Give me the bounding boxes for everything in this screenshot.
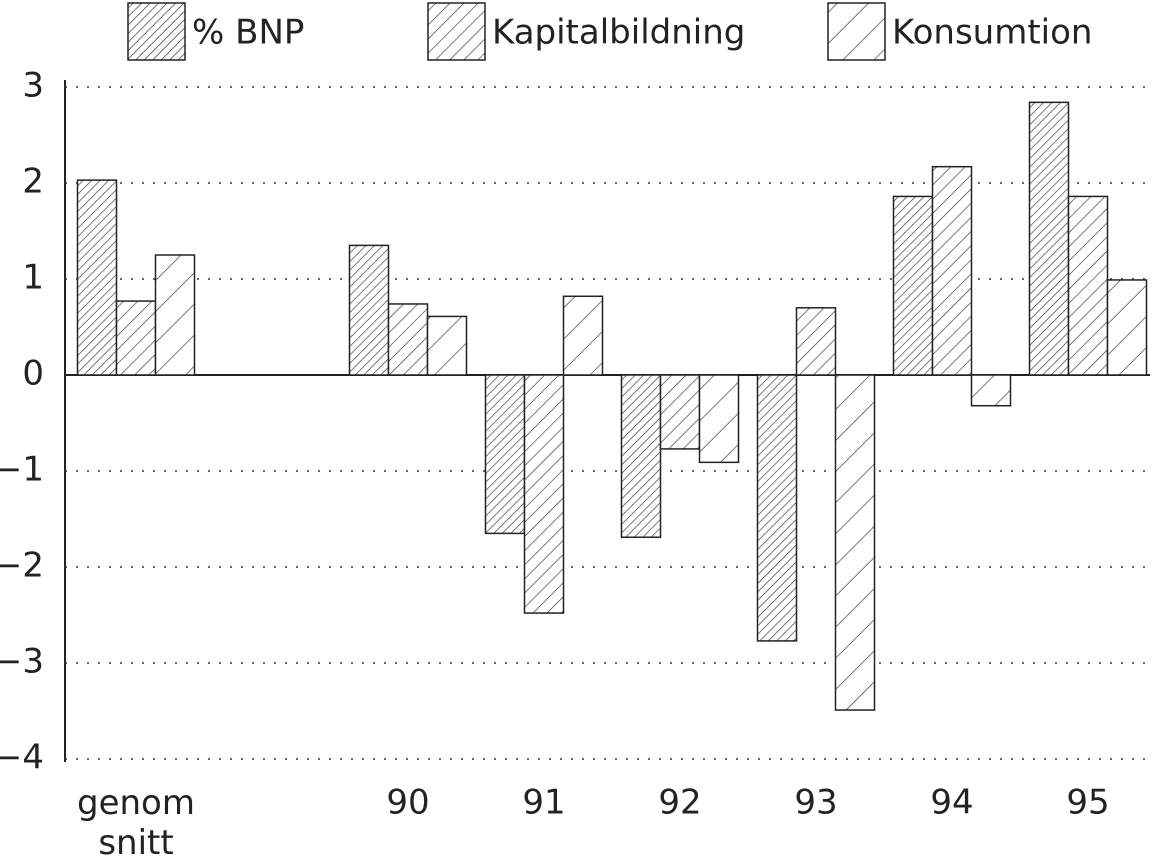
y-tick-label: −1: [0, 450, 44, 490]
bar: [1106, 279, 1148, 376]
bar: [348, 244, 390, 376]
bar: [76, 179, 118, 376]
bar: [892, 195, 934, 376]
y-tick-label: 2: [22, 162, 44, 202]
legend-label: Konsumtion: [892, 13, 1092, 53]
x-tick-label: 92: [658, 783, 701, 823]
bar: [484, 374, 526, 535]
legend-item: Kapitalbildning: [427, 2, 745, 61]
bar: [562, 295, 604, 376]
legend-swatch: [427, 2, 486, 61]
x-tick-label: 90: [386, 783, 429, 823]
y-tick-label: 1: [22, 258, 44, 298]
bar: [523, 374, 565, 614]
y-tick-label: 0: [22, 354, 44, 394]
legend-swatch: [827, 2, 886, 61]
bar: [698, 374, 740, 464]
bar: [834, 374, 876, 711]
bar: [1028, 101, 1070, 376]
legend-item: % BNP: [127, 2, 304, 61]
x-tick-label: 94: [930, 783, 973, 823]
bar: [659, 374, 701, 450]
x-tick-label: 91: [522, 783, 565, 823]
y-tick-label: −3: [0, 642, 44, 682]
legend-label: Kapitalbildning: [492, 13, 745, 53]
legend-swatch: [127, 2, 186, 61]
y-tick-label: −2: [0, 546, 44, 586]
bar: [1067, 195, 1109, 376]
bar: [620, 374, 662, 538]
legend-label: % BNP: [192, 13, 304, 53]
bar: [931, 165, 973, 376]
bar: [970, 374, 1012, 407]
y-tick-label: −4: [0, 738, 44, 778]
bar: [795, 307, 837, 376]
x-tick-label: genom snitt: [77, 783, 195, 857]
bar: [756, 374, 798, 642]
legend-item: Konsumtion: [827, 2, 1092, 61]
x-tick-label: 93: [794, 783, 837, 823]
y-tick-label: 3: [22, 66, 44, 106]
x-tick-label: 95: [1066, 783, 1109, 823]
bar: [387, 303, 429, 376]
bar: [154, 254, 196, 376]
bar: [426, 315, 468, 376]
bar: [115, 300, 157, 376]
